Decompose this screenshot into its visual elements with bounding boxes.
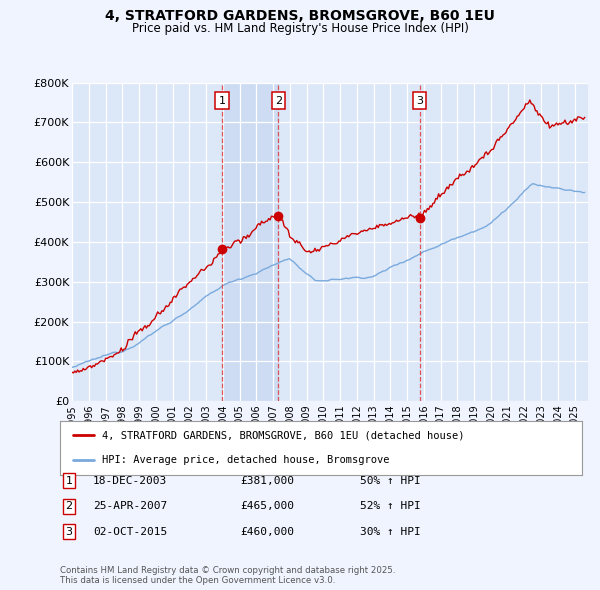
Text: Price paid vs. HM Land Registry's House Price Index (HPI): Price paid vs. HM Land Registry's House … xyxy=(131,22,469,35)
Text: Contains HM Land Registry data © Crown copyright and database right 2025.
This d: Contains HM Land Registry data © Crown c… xyxy=(60,566,395,585)
Text: 4, STRATFORD GARDENS, BROMSGROVE, B60 1EU (detached house): 4, STRATFORD GARDENS, BROMSGROVE, B60 1E… xyxy=(102,430,464,440)
Text: 50% ↑ HPI: 50% ↑ HPI xyxy=(360,476,421,486)
Text: 3: 3 xyxy=(416,96,423,106)
Text: 2: 2 xyxy=(275,96,282,106)
Text: HPI: Average price, detached house, Bromsgrove: HPI: Average price, detached house, Brom… xyxy=(102,455,389,466)
Text: 2: 2 xyxy=(65,502,73,511)
Text: 02-OCT-2015: 02-OCT-2015 xyxy=(93,527,167,536)
Text: £460,000: £460,000 xyxy=(240,527,294,536)
Text: 52% ↑ HPI: 52% ↑ HPI xyxy=(360,502,421,511)
Text: 25-APR-2007: 25-APR-2007 xyxy=(93,502,167,511)
Text: 30% ↑ HPI: 30% ↑ HPI xyxy=(360,527,421,536)
Text: £381,000: £381,000 xyxy=(240,476,294,486)
Text: £465,000: £465,000 xyxy=(240,502,294,511)
Text: 3: 3 xyxy=(65,527,73,536)
Text: 4, STRATFORD GARDENS, BROMSGROVE, B60 1EU: 4, STRATFORD GARDENS, BROMSGROVE, B60 1E… xyxy=(105,9,495,23)
Bar xyxy=(222,83,278,401)
Text: 18-DEC-2003: 18-DEC-2003 xyxy=(93,476,167,486)
Text: 1: 1 xyxy=(218,96,226,106)
Text: 1: 1 xyxy=(65,476,73,486)
